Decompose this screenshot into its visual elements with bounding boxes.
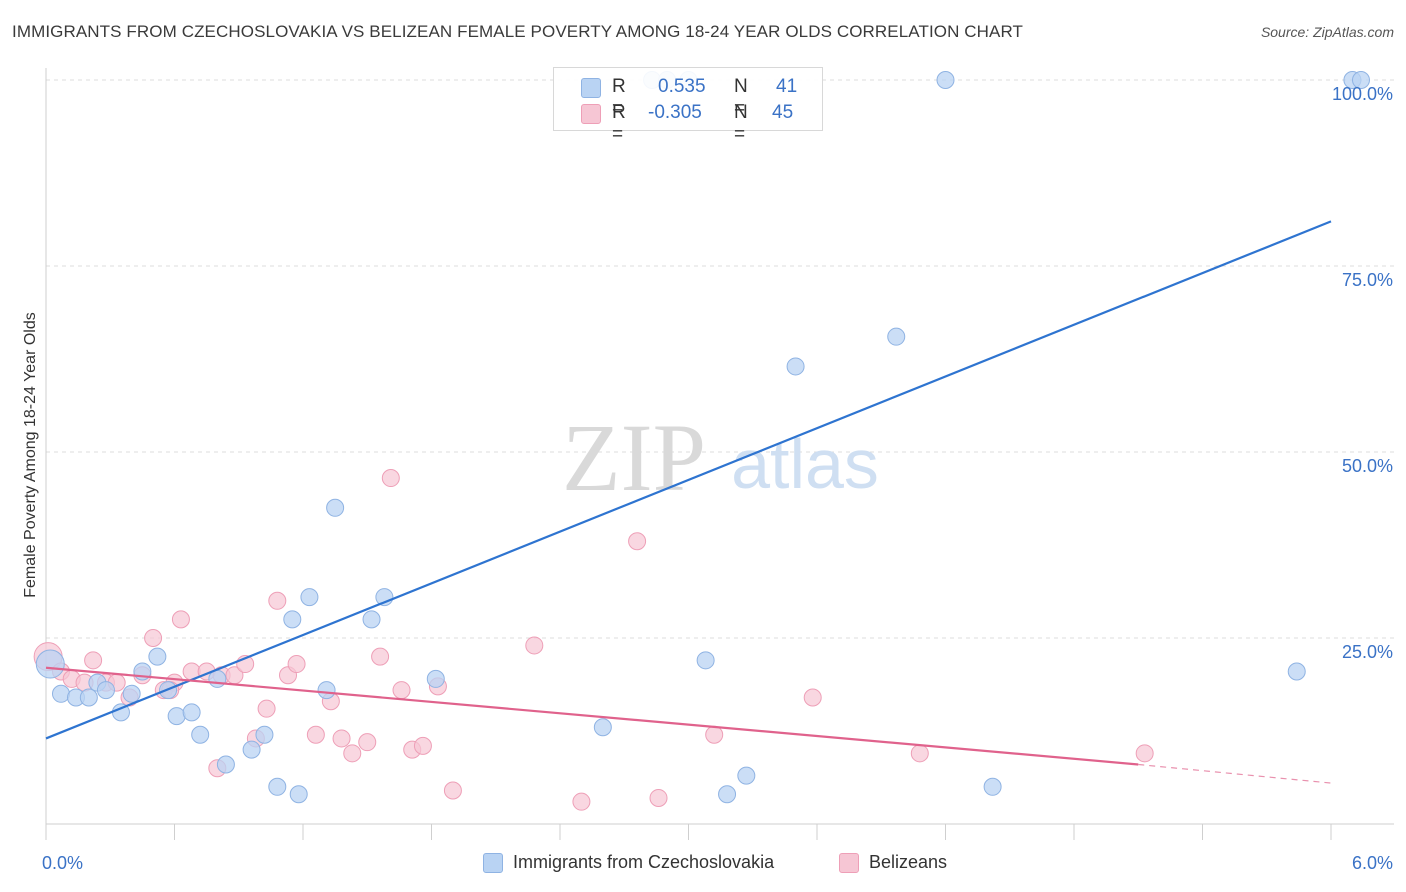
data-point-czechoslovakia — [887, 327, 906, 346]
data-point-czechoslovakia — [148, 647, 167, 666]
legend-n-value: 45 — [772, 102, 794, 123]
data-point-belizeans — [525, 636, 544, 655]
series-legend-label: Immigrants from Czechoslovakia — [513, 852, 775, 872]
data-point-belizeans — [572, 792, 591, 811]
data-point-czechoslovakia — [983, 777, 1002, 796]
data-point-czechoslovakia — [51, 684, 70, 703]
data-point-belizeans — [381, 469, 400, 488]
data-point-czechoslovakia — [255, 725, 274, 744]
data-point-czechoslovakia — [122, 684, 141, 703]
data-point-belizeans — [343, 744, 362, 763]
tick-labels: 25.0% 50.0% 75.0% 100.0% 0.0% 6.0% — [42, 84, 1393, 873]
data-point-czechoslovakia — [737, 766, 756, 785]
watermark-zip: ZIP — [562, 404, 706, 511]
legend-n-label: N = — [734, 76, 748, 119]
data-point-belizeans — [1135, 744, 1154, 763]
trend-lines — [45, 220, 1332, 784]
series-swatch-blue — [483, 853, 503, 873]
data-point-czechoslovakia — [289, 785, 308, 804]
correlation-legend: R = 0.535 N = 41 R = -0.305 N = 45 — [553, 67, 823, 145]
data-point-czechoslovakia — [426, 669, 445, 688]
data-point-belizeans — [705, 725, 724, 744]
legend-swatch-blue — [581, 78, 601, 98]
series-belizeans-points — [33, 469, 1154, 811]
data-point-belizeans — [257, 699, 276, 718]
data-point-czechoslovakia — [718, 785, 737, 804]
data-point-czechoslovakia — [182, 703, 201, 722]
data-point-belizeans — [171, 610, 190, 629]
data-point-belizeans — [84, 651, 103, 670]
watermark: ZIP atlas — [562, 404, 879, 511]
data-point-czechoslovakia — [300, 588, 319, 607]
series-legend-label: Belizeans — [869, 852, 948, 872]
chart-title: IMMIGRANTS FROM CZECHOSLOVAKIA VS BELIZE… — [12, 22, 1024, 41]
data-point-belizeans — [371, 647, 390, 666]
data-point-belizeans — [413, 736, 432, 755]
data-point-czechoslovakia — [1351, 71, 1370, 89]
data-point-belizeans — [443, 781, 462, 800]
data-point-czechoslovakia — [35, 649, 65, 679]
data-point-belizeans — [392, 681, 411, 700]
legend-r-label: R = — [612, 102, 626, 145]
data-point-czechoslovakia — [283, 610, 302, 629]
trend-line-belizeans — [45, 666, 1139, 766]
data-point-czechoslovakia — [326, 498, 345, 517]
y-tick-label: 100.0% — [1332, 84, 1393, 104]
grid-lines — [46, 79, 1394, 639]
y-tick-label: 25.0% — [1342, 642, 1393, 662]
data-point-belizeans — [358, 733, 377, 752]
trend-line-czechoslovakia — [45, 220, 1332, 740]
data-point-czechoslovakia — [696, 651, 715, 670]
data-point-czechoslovakia — [167, 707, 186, 726]
watermark-atlas: atlas — [731, 425, 879, 503]
data-point-belizeans — [628, 532, 647, 551]
legend-r-value: -0.305 — [648, 102, 702, 123]
data-point-czechoslovakia — [191, 725, 210, 744]
data-point-czechoslovakia — [593, 718, 612, 737]
series-legend: Immigrants from Czechoslovakia Belizeans — [0, 852, 1406, 876]
data-point-belizeans — [306, 725, 325, 744]
data-point-czechoslovakia — [268, 777, 287, 796]
data-point-belizeans — [144, 629, 163, 647]
data-point-belizeans — [287, 655, 306, 674]
data-point-czechoslovakia — [79, 688, 98, 707]
data-point-czechoslovakia — [216, 755, 235, 774]
y-tick-label: 50.0% — [1342, 456, 1393, 476]
trend-line-belizeans-extension — [1138, 763, 1332, 784]
axes — [45, 68, 1394, 840]
data-point-czechoslovakia — [362, 610, 381, 629]
legend-n-label: N = — [734, 102, 748, 145]
data-point-czechoslovakia — [1287, 662, 1306, 681]
x-tick-label: 6.0% — [1352, 853, 1393, 873]
source-credit: Source: ZipAtlas.com — [1260, 24, 1394, 40]
legend-r-label: R = — [612, 76, 626, 119]
legend-swatch-pink — [581, 104, 601, 124]
legend-n-value: 41 — [776, 76, 798, 97]
data-point-belizeans — [268, 591, 287, 610]
data-point-belizeans — [649, 788, 668, 807]
data-point-belizeans — [910, 744, 929, 763]
data-point-czechoslovakia — [317, 681, 336, 700]
data-point-belizeans — [803, 688, 822, 707]
x-tick-label: 0.0% — [42, 853, 83, 873]
data-point-czechoslovakia — [96, 681, 115, 700]
data-point-czechoslovakia — [936, 71, 955, 89]
legend-r-value: 0.535 — [658, 76, 706, 97]
data-point-belizeans — [332, 729, 351, 748]
y-tick-label: 75.0% — [1342, 270, 1393, 290]
series-swatch-pink — [839, 853, 859, 873]
data-point-czechoslovakia — [786, 357, 805, 376]
data-point-czechoslovakia — [242, 740, 261, 759]
